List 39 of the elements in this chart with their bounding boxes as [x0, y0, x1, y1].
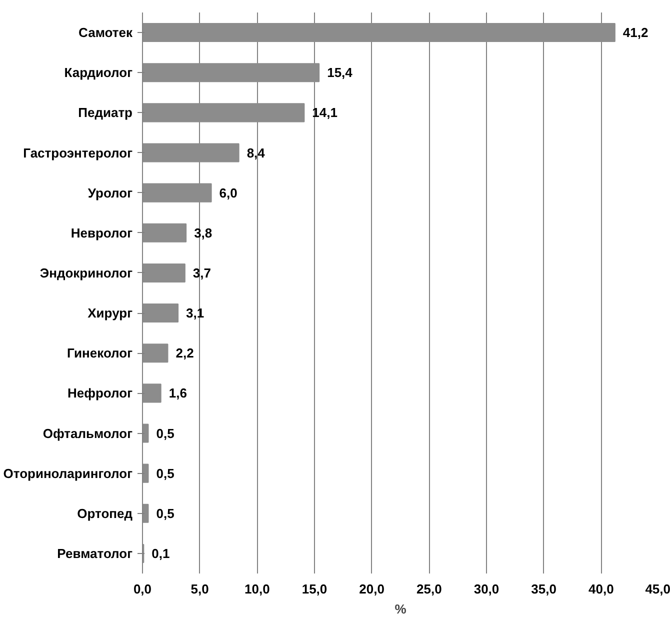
data-label: 6,0: [219, 185, 238, 200]
data-label: 0,5: [156, 506, 174, 521]
y-tick-label: Оториноларинголог: [3, 466, 134, 481]
data-label: 3,8: [194, 225, 212, 240]
data-label: 15,4: [327, 65, 354, 80]
x-tick-label: 0,0: [133, 582, 152, 596]
y-tick-label: Эндокринолог: [40, 265, 134, 280]
y-tick-label: Ортопед: [77, 506, 134, 521]
y-tick-label: Нефролог: [68, 386, 134, 401]
data-label: 3,7: [192, 265, 212, 280]
data-label: 41,2: [622, 25, 648, 40]
x-tick-label: 15,0: [302, 582, 328, 596]
y-tick-label: Гастроэнтеролог: [23, 145, 134, 160]
y-tick-label: Офтальмолог: [42, 426, 134, 441]
data-label: 3,1: [186, 306, 204, 321]
data-label: 1,6: [168, 386, 187, 401]
y-tick-label: Уролог: [88, 185, 134, 200]
y-tick-label: Невролог: [70, 225, 134, 240]
y-tick-label: Кардиолог: [64, 65, 134, 80]
x-tick-label: 45,0: [645, 582, 670, 596]
x-axis-title: %: [394, 602, 407, 616]
x-tick-label: 10,0: [244, 582, 270, 596]
y-tick-label: Гинеколог: [66, 346, 134, 361]
y-tick-label: Ревматолог: [57, 546, 134, 561]
y-tick-label: Педиатр: [78, 105, 133, 120]
data-label: 0,1: [152, 546, 170, 561]
data-label: 0,5: [156, 426, 174, 441]
y-tick-label: Хирург: [88, 306, 134, 321]
x-tick-label: 20,0: [359, 582, 384, 596]
x-tick-label: 5,0: [190, 582, 209, 596]
x-tick-label: 30,0: [474, 582, 500, 596]
x-tick-label: 40,0: [588, 582, 614, 596]
y-tick-label: Самотек: [78, 25, 133, 40]
x-tick-label: 35,0: [531, 582, 556, 596]
data-label: 8,4: [246, 145, 266, 160]
x-tick-label: 25,0: [416, 582, 442, 596]
data-label: 14,1: [312, 105, 338, 120]
data-label: 0,5: [156, 466, 174, 481]
data-label: 2,2: [176, 346, 194, 361]
